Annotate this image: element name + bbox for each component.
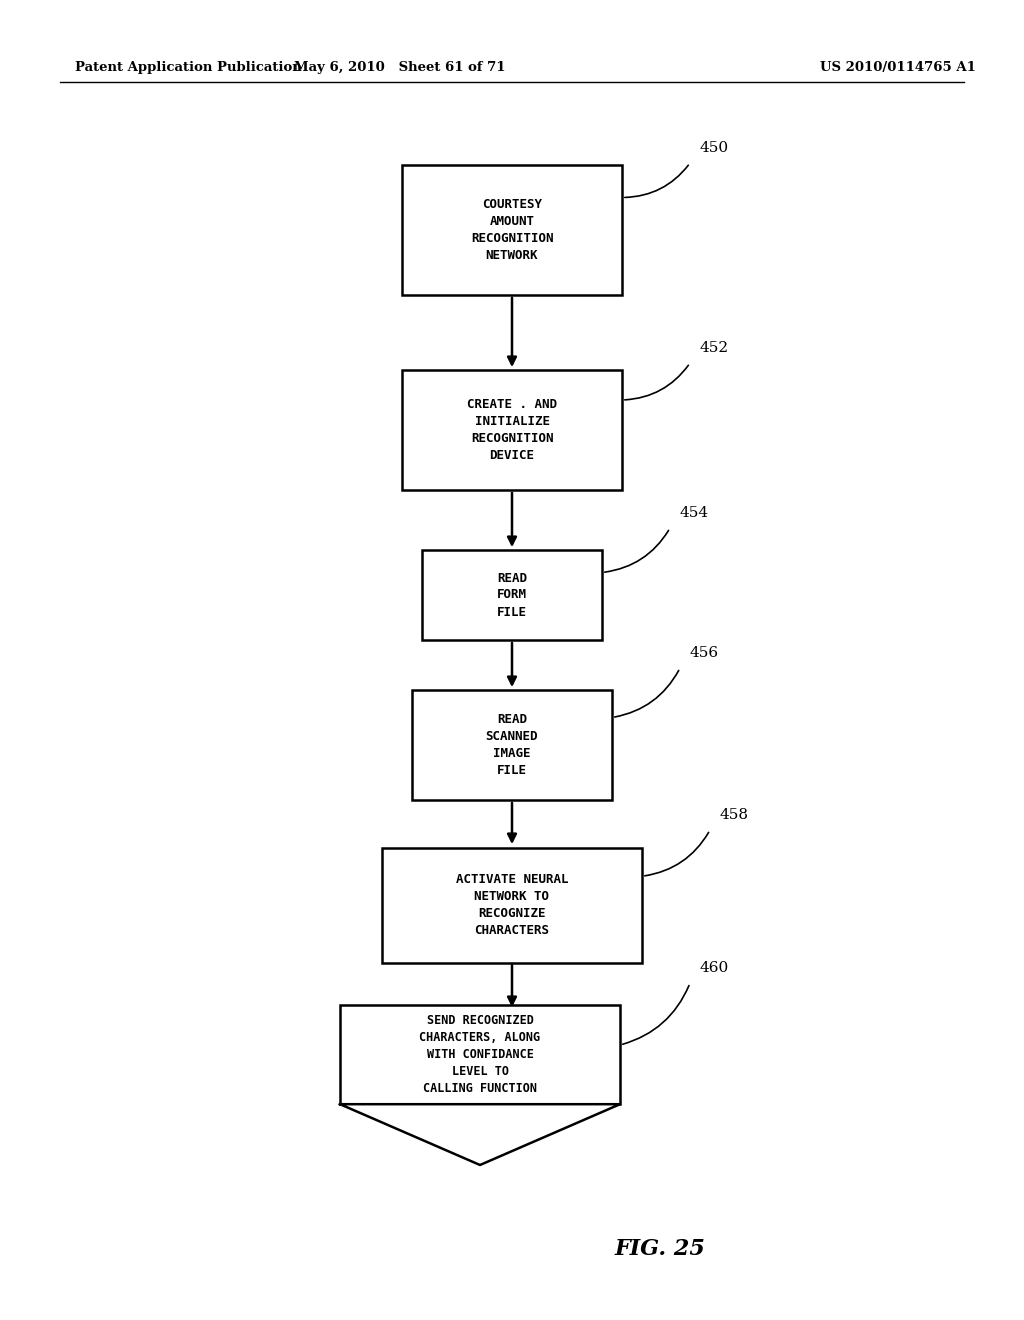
Text: READ
SCANNED
IMAGE
FILE: READ SCANNED IMAGE FILE [485,713,539,777]
FancyBboxPatch shape [382,847,642,962]
Text: 456: 456 [690,645,719,660]
Text: Patent Application Publication: Patent Application Publication [75,62,302,74]
Text: SEND RECOGNIZED
CHARACTERS, ALONG
WITH CONFIDANCE
LEVEL TO
CALLING FUNCTION: SEND RECOGNIZED CHARACTERS, ALONG WITH C… [420,1014,541,1096]
Text: CREATE . AND
INITIALIZE
RECOGNITION
DEVICE: CREATE . AND INITIALIZE RECOGNITION DEVI… [467,399,557,462]
Text: FIG. 25: FIG. 25 [614,1238,706,1261]
FancyBboxPatch shape [402,370,622,490]
Text: 460: 460 [700,961,729,975]
Text: May 6, 2010   Sheet 61 of 71: May 6, 2010 Sheet 61 of 71 [294,62,506,74]
FancyBboxPatch shape [340,1005,620,1105]
Text: 458: 458 [720,808,749,822]
Text: 454: 454 [680,506,710,520]
Text: 450: 450 [700,141,729,154]
FancyBboxPatch shape [402,165,622,294]
Text: ACTIVATE NEURAL
NETWORK TO
RECOGNIZE
CHARACTERS: ACTIVATE NEURAL NETWORK TO RECOGNIZE CHA… [456,873,568,937]
Polygon shape [340,1105,620,1166]
Text: US 2010/0114765 A1: US 2010/0114765 A1 [820,62,976,74]
Text: COURTESY
AMOUNT
RECOGNITION
NETWORK: COURTESY AMOUNT RECOGNITION NETWORK [471,198,553,261]
Text: READ
FORM
FILE: READ FORM FILE [497,572,527,619]
Text: 452: 452 [700,341,729,355]
FancyBboxPatch shape [422,550,602,640]
FancyBboxPatch shape [412,690,612,800]
